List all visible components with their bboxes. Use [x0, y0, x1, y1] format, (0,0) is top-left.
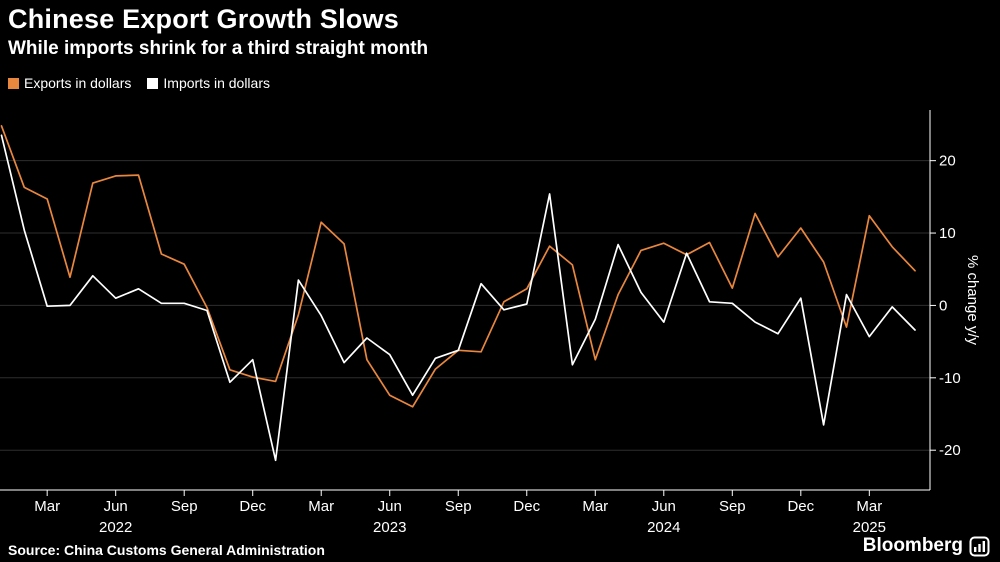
x-tick-label: Dec: [513, 498, 540, 515]
y-tick-label: -10: [939, 370, 961, 387]
x-tick-label: Jun: [652, 498, 676, 515]
bar-chart-icon: [969, 536, 990, 556]
x-tick-label: Mar: [34, 498, 60, 515]
x-tick-label: Mar: [308, 498, 334, 515]
bloomberg-wordmark: Bloomberg: [862, 535, 963, 556]
chart-subtitle: While imports shrink for a third straigh…: [8, 38, 429, 59]
bloomberg-logo: Bloomberg: [863, 535, 990, 557]
legend-label-imports: Imports in dollars: [163, 75, 270, 91]
x-tick-label: Jun: [378, 498, 402, 515]
series-line-exports: [0, 125, 916, 408]
year-label: 2022: [99, 519, 132, 536]
year-label: 2024: [647, 519, 680, 536]
y-tick-label: 0: [939, 297, 947, 314]
x-tick-label: Sep: [719, 498, 746, 515]
legend-item-imports: Imports in dollars: [147, 75, 270, 91]
x-tick-label: Sep: [445, 498, 472, 515]
x-tick-label: Mar: [582, 498, 608, 515]
x-tick-label: Sep: [171, 498, 198, 515]
y-tick-label: -20: [939, 442, 961, 459]
x-tick-label: Dec: [239, 498, 266, 515]
year-label: 2025: [853, 519, 886, 536]
source-note: Source: China Customs General Administra…: [8, 542, 325, 558]
y-tick-label: 10: [939, 225, 956, 242]
year-label: 2023: [373, 519, 406, 536]
y-tick-label: 20: [939, 153, 956, 170]
legend-label-exports: Exports in dollars: [24, 75, 132, 91]
x-tick-label: Jun: [104, 498, 128, 515]
chart-title: Chinese Export Growth Slows: [8, 4, 399, 34]
x-tick-label: Dec: [787, 498, 814, 515]
x-tick-label: Mar: [856, 498, 882, 515]
legend-item-exports: Exports in dollars: [8, 75, 131, 91]
series-line-imports: [0, 134, 916, 462]
exports-swatch-icon: [8, 77, 19, 89]
imports-swatch-icon: [147, 77, 159, 89]
chart-legend: Exports in dollars Imports in dollars: [8, 75, 270, 91]
y-axis-title: % change y/y: [964, 254, 981, 346]
